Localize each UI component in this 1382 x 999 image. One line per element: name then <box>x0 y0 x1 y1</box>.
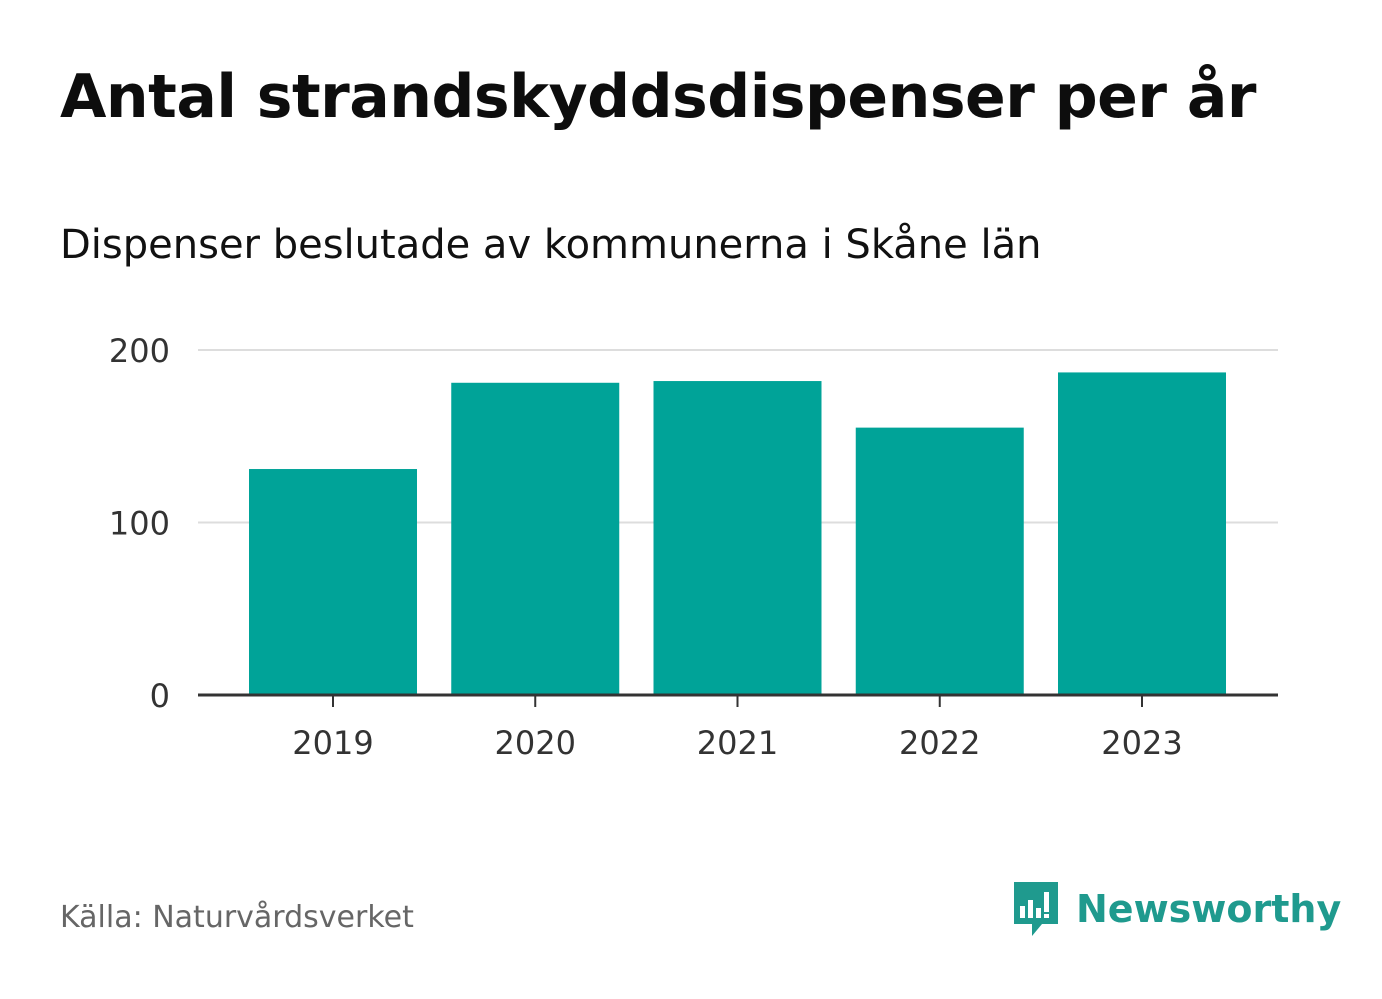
bar-2020 <box>451 382 620 695</box>
bar-2019 <box>249 469 417 695</box>
source-note: Källa: Naturvårdsverket <box>60 900 414 935</box>
y-tick-label: 100 <box>109 505 170 543</box>
bar-2021 <box>653 381 822 695</box>
newsworthy-bar-chart-icon <box>1014 882 1058 936</box>
y-tick-label: 0 <box>150 677 170 715</box>
brand-name: Newsworthy <box>1076 887 1342 931</box>
brand-logo: Newsworthy <box>1010 878 1341 940</box>
axes: 0 100 200 2019 2020 2021 2022 2023 <box>109 332 1278 762</box>
x-tick-label: 2021 <box>697 724 778 762</box>
y-tick-label: 200 <box>109 332 170 370</box>
x-tick-label: 2019 <box>292 724 373 762</box>
bar-2022 <box>855 427 1024 695</box>
x-tick-label: 2020 <box>495 724 576 762</box>
bar-2023 <box>1058 372 1226 695</box>
chart-subtitle: Dispenser beslutade av kommunerna i Skån… <box>60 222 1042 268</box>
chart-title: Antal strandskyddsdispenser per år <box>60 62 1256 132</box>
x-tick-label: 2022 <box>899 724 980 762</box>
bars <box>249 372 1226 695</box>
x-tick-label: 2023 <box>1101 724 1182 762</box>
